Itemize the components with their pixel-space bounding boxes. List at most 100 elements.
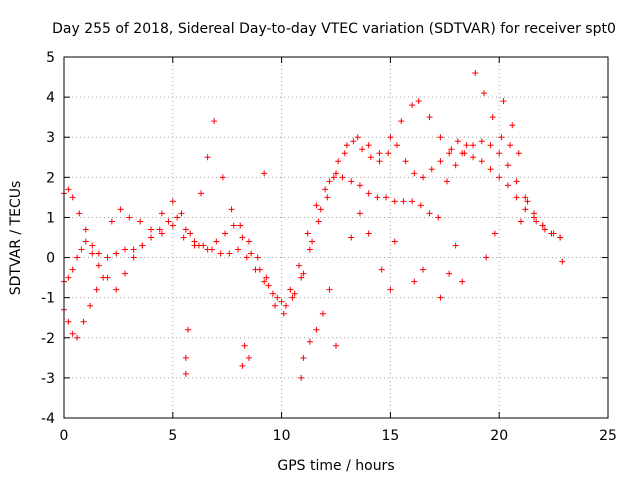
data-point (398, 118, 405, 125)
data-point (148, 226, 155, 233)
data-point (121, 246, 128, 253)
data-point (415, 98, 422, 105)
y-axis-label: SDTVAR / TECUs (8, 181, 24, 296)
data-point (248, 250, 255, 257)
data-point (93, 286, 100, 293)
data-point (241, 342, 248, 349)
data-point (498, 134, 505, 141)
data-point (420, 174, 427, 181)
data-point (269, 290, 276, 297)
data-point (296, 262, 303, 269)
data-point (219, 174, 226, 181)
data-point (365, 190, 372, 197)
data-point (313, 326, 320, 333)
data-point (100, 274, 107, 281)
data-point (200, 242, 207, 249)
data-point (472, 70, 479, 77)
data-point (330, 174, 337, 181)
data-point (354, 134, 361, 141)
data-point (374, 194, 381, 201)
data-point (428, 166, 435, 173)
data-point (446, 270, 453, 277)
data-point (448, 146, 455, 153)
data-point (513, 178, 520, 185)
data-point (148, 234, 155, 241)
data-point (437, 134, 444, 141)
y-tick-label: 5 (46, 50, 55, 66)
data-point (470, 154, 477, 161)
data-point (317, 206, 324, 213)
data-point (137, 218, 144, 225)
data-point (491, 230, 498, 237)
data-point (156, 226, 163, 233)
data-point (306, 246, 313, 253)
data-point (411, 278, 418, 285)
data-point (417, 202, 424, 209)
data-point (139, 242, 146, 249)
data-point (82, 238, 89, 245)
data-point (69, 194, 76, 201)
data-point (121, 270, 128, 277)
data-point (180, 234, 187, 241)
x-tick-label: 5 (168, 428, 177, 444)
data-point (376, 158, 383, 165)
data-point (208, 246, 215, 253)
data-point (117, 206, 124, 213)
data-point (235, 246, 242, 253)
data-point (261, 170, 268, 177)
data-point (461, 150, 468, 157)
data-point (522, 194, 529, 201)
data-point (204, 154, 211, 161)
data-point (239, 362, 246, 369)
data-point (356, 210, 363, 217)
data-point (309, 238, 316, 245)
data-point (113, 286, 120, 293)
data-point (263, 274, 270, 281)
data-points (61, 70, 566, 381)
data-point (239, 234, 246, 241)
data-point (182, 354, 189, 361)
plot-frame (63, 56, 609, 419)
data-point (437, 158, 444, 165)
data-point (187, 230, 194, 237)
y-tick-label: -2 (41, 331, 55, 347)
data-point (459, 278, 466, 285)
data-point (326, 178, 333, 185)
data-point (541, 226, 548, 233)
y-tick-label: 4 (46, 90, 55, 106)
data-point (298, 274, 305, 281)
data-point (559, 258, 566, 265)
data-point (306, 338, 313, 345)
data-point (89, 242, 96, 249)
x-tick-label: 10 (273, 428, 291, 444)
data-point (478, 138, 485, 145)
data-point (383, 194, 390, 201)
data-point (387, 134, 394, 141)
data-point (557, 234, 564, 241)
data-point (524, 198, 531, 205)
data-point (533, 218, 540, 225)
data-point (376, 150, 383, 157)
data-point (420, 266, 427, 273)
data-point (185, 326, 192, 333)
data-point (230, 222, 237, 229)
axis-ticks: 0 5 10 15 20 25 -4 -3 -2 -1 0 1 2 3 4 5 (41, 50, 617, 444)
data-point (391, 238, 398, 245)
data-point (350, 138, 357, 145)
data-point (496, 174, 503, 181)
data-point (74, 334, 81, 341)
data-point (483, 254, 490, 261)
data-point (409, 102, 416, 109)
data-point (65, 274, 72, 281)
data-point (108, 218, 115, 225)
data-point (69, 330, 76, 337)
data-point (365, 230, 372, 237)
data-point (228, 206, 235, 213)
data-point (182, 226, 189, 233)
data-point (300, 354, 307, 361)
data-point (319, 310, 326, 317)
data-point (339, 174, 346, 181)
data-point (487, 166, 494, 173)
x-tick-label: 0 (60, 428, 69, 444)
data-point (80, 318, 87, 325)
